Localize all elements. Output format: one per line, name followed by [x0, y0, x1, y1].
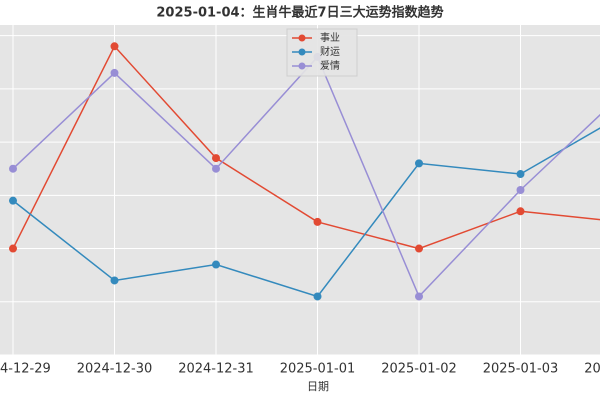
- chart-title: 2025-01-04：生肖牛最近7日三大运势指数趋势: [156, 5, 443, 21]
- lines: [9, 42, 600, 301]
- x-tick-label: 2024-12-31: [178, 362, 254, 377]
- point: [110, 42, 119, 51]
- point: [516, 207, 525, 216]
- point: [516, 186, 525, 194]
- legend-marker: [298, 62, 306, 70]
- plot-area: [0, 25, 600, 355]
- point: [212, 154, 220, 163]
- x-tick-label: 2024-12-30: [77, 362, 153, 377]
- legend-label: 事业: [320, 31, 340, 44]
- point: [110, 276, 119, 285]
- x-tick-label: 2025-01-04: [584, 362, 600, 377]
- point: [110, 68, 119, 77]
- x-axis-label: 日期: [307, 380, 329, 393]
- x-tick-label: 2025-01-01: [280, 362, 356, 377]
- point: [212, 260, 220, 269]
- legend-label: 财运: [320, 45, 340, 58]
- point: [415, 159, 423, 168]
- legend-label: 爱情: [320, 59, 340, 72]
- point: [415, 244, 423, 253]
- x-tick-label: 2025-01-02: [381, 362, 457, 377]
- point: [9, 164, 17, 173]
- point: [313, 292, 322, 301]
- legend-marker: [298, 34, 306, 42]
- legend-marker: [298, 48, 306, 56]
- x-tick-label: 2025-01-03: [483, 362, 559, 377]
- point: [415, 292, 423, 301]
- point: [9, 244, 17, 253]
- point: [516, 170, 525, 179]
- x-tick-label: 2024-12-29: [0, 362, 51, 377]
- point: [9, 196, 17, 205]
- point: [212, 164, 220, 173]
- point: [313, 217, 322, 226]
